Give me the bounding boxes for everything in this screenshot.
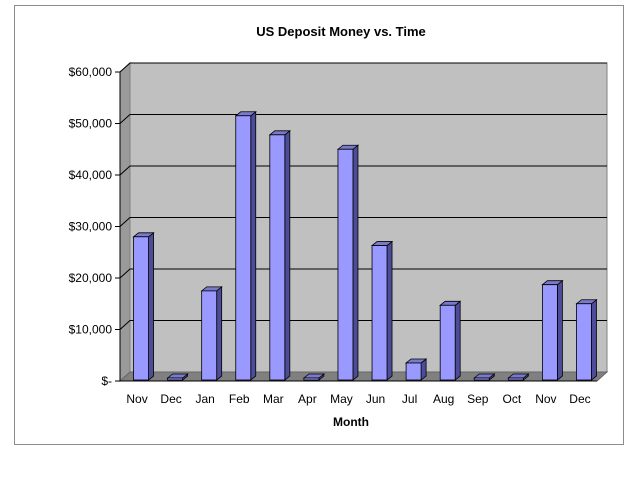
gridline — [119, 268, 607, 279]
x-tick-label: Jun — [366, 392, 385, 406]
y-tick-label: $50,000 — [69, 117, 113, 131]
bar-front — [371, 245, 388, 381]
bar — [166, 373, 189, 381]
bar-side — [454, 300, 461, 381]
x-tick-label: Sep — [467, 392, 489, 406]
bar-front — [133, 236, 149, 381]
bar-front — [201, 290, 218, 381]
bar-front — [439, 304, 456, 381]
bar-front — [405, 362, 422, 381]
bar — [132, 231, 155, 381]
x-tick-label: Aug — [433, 392, 454, 406]
bar-side — [591, 298, 597, 381]
bar-side — [216, 286, 223, 381]
x-tick-label: Mar — [263, 392, 284, 406]
bar-front — [473, 377, 490, 381]
plot-area — [118, 61, 609, 383]
y-tick-label: $20,000 — [69, 271, 113, 285]
bars — [132, 110, 598, 381]
x-tick-label: May — [330, 392, 353, 406]
bar-front — [167, 377, 184, 381]
bar — [473, 373, 496, 381]
x-tick-label: Feb — [229, 392, 250, 406]
bar-front — [576, 303, 592, 381]
y-tick-label: $30,000 — [69, 220, 113, 234]
bar-side — [352, 144, 359, 381]
gridline — [119, 165, 607, 176]
bar — [404, 358, 428, 381]
x-tick-label: Dec — [569, 392, 590, 406]
bar-front — [269, 134, 286, 381]
x-axis-title: Month — [333, 415, 369, 429]
bar-front — [541, 284, 558, 381]
bar-front — [337, 148, 354, 381]
bar-front — [303, 377, 320, 381]
plot-floor — [118, 371, 609, 382]
bar-front — [235, 115, 252, 381]
y-tick-label: $10,000 — [69, 323, 113, 337]
gridline — [119, 114, 607, 124]
bar — [370, 240, 394, 381]
y-tick-label: $60,000 — [69, 65, 113, 79]
x-tick-label: Nov — [126, 392, 147, 406]
chart-frame: US Deposit Money vs. Time $- $10,000 $20,0… — [14, 5, 624, 445]
bar — [234, 110, 257, 381]
x-tick-label: Jul — [402, 392, 417, 406]
bar-side — [284, 129, 291, 381]
x-tick-label: Nov — [535, 392, 556, 406]
bar — [268, 129, 291, 381]
y-tick-label: $40,000 — [69, 168, 113, 182]
bar — [575, 298, 598, 381]
bar-side — [556, 279, 563, 381]
x-tick-label: Dec — [160, 392, 181, 406]
x-axis-ticks: Nov Dec Jan Feb Mar Apr May Jun Jul Aug Sep Oct Nov D… — [126, 392, 590, 406]
bar-side — [386, 240, 393, 381]
gridline — [119, 62, 607, 73]
y-tick-label: $- — [101, 374, 112, 388]
y-axis-ticks: $- $10,000 $20,000 $30,000 $40,000 $50,000 $60… — [69, 65, 597, 388]
bar — [439, 300, 462, 381]
bar — [302, 373, 326, 381]
x-tick-label: Jan — [195, 392, 214, 406]
gridline — [119, 217, 607, 227]
chart-title: US Deposit Money vs. Time — [256, 24, 426, 39]
x-tick-label: Apr — [298, 392, 317, 406]
x-tick-label: Oct — [502, 392, 521, 406]
bar — [336, 144, 360, 381]
bar-side — [148, 231, 154, 381]
bar — [200, 286, 223, 381]
bar — [507, 373, 530, 381]
bar — [541, 279, 564, 381]
bar-chart: US Deposit Money vs. Time $- $10,000 $20,0… — [69, 24, 609, 429]
bar-front — [507, 377, 524, 381]
bar-side — [250, 110, 257, 381]
